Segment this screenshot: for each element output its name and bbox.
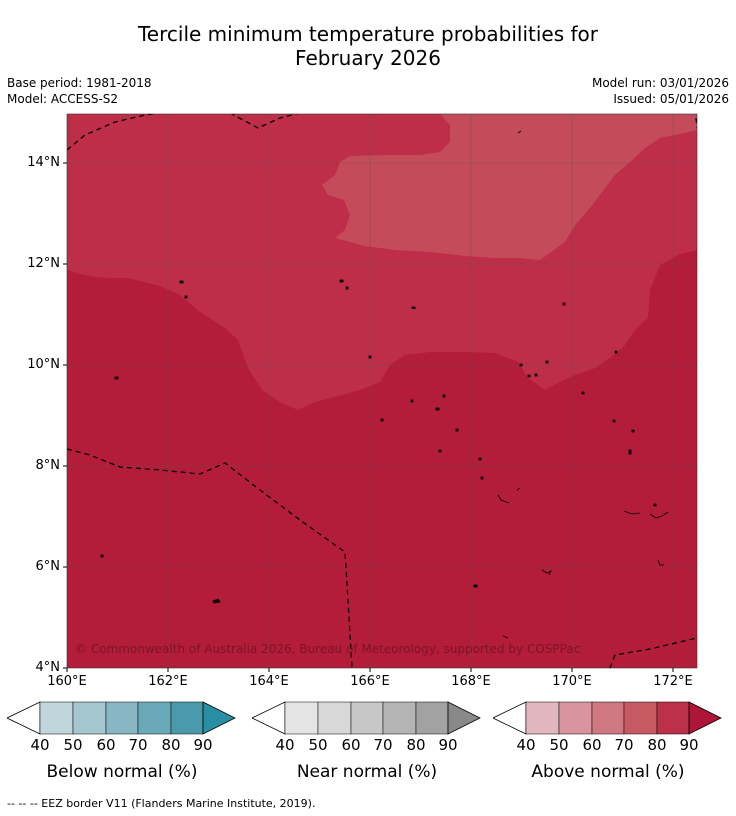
grid-lines xyxy=(67,114,697,668)
cb-above-tick-40: 40 xyxy=(516,736,536,754)
map-frame xyxy=(66,113,698,669)
lat-label-14n: 14°N xyxy=(27,155,60,170)
above-70-region xyxy=(322,114,697,260)
cb-near-tick-40: 40 xyxy=(275,736,295,754)
eez-borders xyxy=(67,114,697,668)
colorbar-above-low-arrow xyxy=(493,701,527,735)
cb-above-tick-80: 80 xyxy=(647,736,667,754)
copyright-watermark: © Commonwealth of Australia 2026, Bureau… xyxy=(75,642,580,656)
colorbar-below-high-arrow xyxy=(202,701,236,735)
title-line-2: February 2026 xyxy=(295,46,441,70)
lat-label-10n: 10°N xyxy=(27,357,60,372)
lon-label-170e: 170°E xyxy=(552,674,592,689)
map-title: Tercile minimum temperature probabilitie… xyxy=(0,22,736,70)
model-name: Model: ACCESS-S2 xyxy=(7,92,119,106)
cb-above-tick-60: 60 xyxy=(582,736,602,754)
cb-above-tick-50: 50 xyxy=(549,736,569,754)
colorbar-below-low-arrow xyxy=(7,701,41,735)
lat-label-12n: 12°N xyxy=(27,256,60,271)
islands xyxy=(100,130,669,639)
cb-above-tick-90: 90 xyxy=(679,736,699,754)
lon-label-168e: 168°E xyxy=(451,674,491,689)
colorbar-near-swatches xyxy=(284,701,449,735)
cb-below-tick-80: 80 xyxy=(161,736,181,754)
base-period: Base period: 1981-2018 xyxy=(7,76,152,90)
colorbar-below-swatches xyxy=(39,701,204,735)
title-line-1: Tercile minimum temperature probabilitie… xyxy=(137,22,599,46)
colorbar-title-below: Below normal (%) xyxy=(46,762,198,782)
cb-near-tick-70: 70 xyxy=(373,736,393,754)
lat-label-8n: 8°N xyxy=(35,458,61,473)
meta-left: Base period: 1981-2018 Model: ACCESS-S2 xyxy=(7,75,152,107)
cb-near-tick-80: 80 xyxy=(406,736,426,754)
lon-label-160e: 160°E xyxy=(47,674,87,689)
cb-below-tick-70: 70 xyxy=(128,736,148,754)
colorbar-near-low-arrow xyxy=(252,701,286,735)
meta-right: Model run: 03/01/2026 Issued: 05/01/2026 xyxy=(592,75,729,107)
colorbar-near-normal xyxy=(252,701,481,735)
cb-near-tick-50: 50 xyxy=(308,736,328,754)
cb-below-tick-90: 90 xyxy=(193,736,213,754)
lon-label-164e: 164°E xyxy=(249,674,289,689)
cb-below-tick-60: 60 xyxy=(96,736,116,754)
lat-label-4n: 4°N xyxy=(35,660,61,675)
colorbar-above-swatches xyxy=(525,701,690,735)
colorbar-title-near: Near normal (%) xyxy=(296,762,438,782)
colorbar-below-normal xyxy=(7,701,236,735)
cb-above-tick-70: 70 xyxy=(614,736,634,754)
lat-label-6n: 6°N xyxy=(35,559,61,574)
cb-below-tick-40: 40 xyxy=(30,736,50,754)
lon-label-162e: 162°E xyxy=(148,674,188,689)
colorbar-near-high-arrow xyxy=(447,701,481,735)
colorbar-title-above: Above normal (%) xyxy=(531,762,685,782)
cb-near-tick-90: 90 xyxy=(438,736,458,754)
issued-date: Issued: 05/01/2026 xyxy=(613,92,729,106)
cb-near-tick-60: 60 xyxy=(341,736,361,754)
lon-label-166e: 166°E xyxy=(350,674,390,689)
colorbar-above-high-arrow xyxy=(688,701,722,735)
model-run: Model run: 03/01/2026 xyxy=(591,76,729,90)
colorbar-above-normal xyxy=(493,701,722,735)
cb-below-tick-50: 50 xyxy=(63,736,83,754)
lon-label-172e: 172°E xyxy=(653,674,693,689)
eez-footnote: -- -- -- EEZ border V11 (Flanders Marine… xyxy=(7,797,316,810)
tick-marks xyxy=(63,162,674,672)
